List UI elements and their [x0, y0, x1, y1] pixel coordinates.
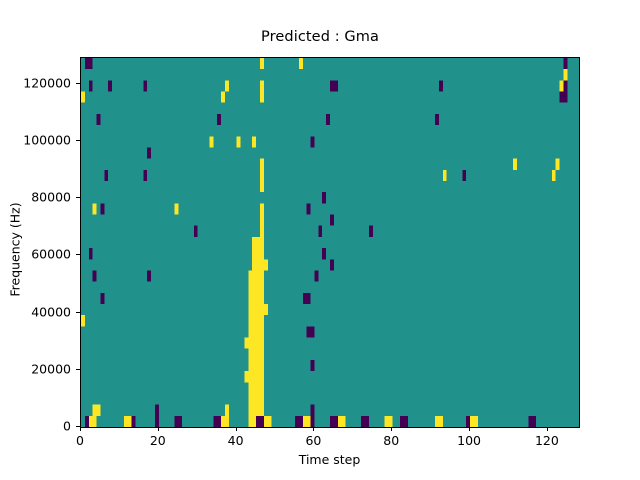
x-tick-mark — [235, 427, 237, 431]
x-tick-label: 80 — [383, 433, 400, 448]
x-tick-label: 60 — [305, 433, 322, 448]
y-tick-mark — [76, 140, 80, 141]
x-tick-mark — [391, 427, 393, 431]
x-axis-label: Time step — [298, 452, 361, 467]
y-tick-mark — [76, 426, 80, 427]
y-tick-mark — [76, 197, 80, 199]
y-tick-label: 120000 — [23, 75, 71, 91]
y-tick-mark — [76, 311, 80, 313]
y-tick-mark — [76, 368, 80, 370]
x-tick-mark — [157, 427, 159, 431]
x-tick-label: 120 — [534, 433, 559, 448]
x-tick-label: 0 — [76, 433, 84, 448]
heatmap-plot-area — [80, 57, 580, 428]
x-tick-label: 20 — [149, 433, 166, 448]
y-tick-label: 40000 — [31, 304, 71, 320]
x-tick-label: 100 — [457, 433, 481, 448]
x-tick-label: 40 — [227, 433, 244, 448]
y-tick-label: 0 — [63, 418, 71, 434]
x-tick-mark — [546, 427, 548, 431]
y-tick-label: 80000 — [31, 189, 71, 205]
spectrogram-heatmap — [81, 58, 579, 427]
x-tick-mark — [80, 427, 81, 431]
y-tick-label: 20000 — [31, 361, 71, 377]
y-tick-mark — [76, 254, 80, 256]
x-tick-mark — [313, 427, 315, 431]
y-tick-mark — [76, 82, 80, 84]
x-tick-mark — [469, 427, 471, 431]
page-title: Predicted : Gma — [261, 29, 379, 45]
y-tick-label: 60000 — [31, 246, 71, 262]
y-tick-label: 100000 — [23, 132, 71, 148]
